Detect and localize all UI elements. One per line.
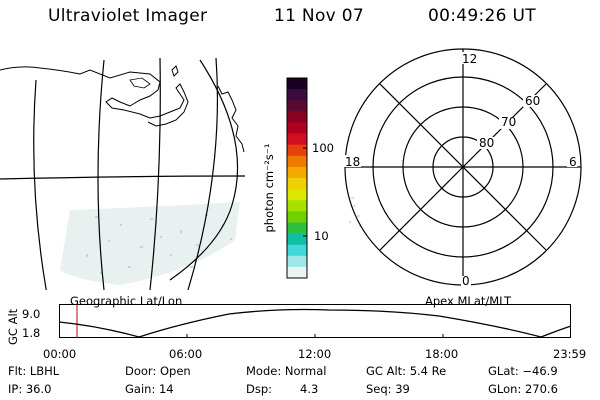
colorbar-segment <box>287 166 307 179</box>
colorbar-segment <box>287 78 307 90</box>
colorbar-segment <box>287 200 307 212</box>
colorbar-segment <box>287 189 307 201</box>
status-dsp-value: 4.3 <box>300 382 319 396</box>
status-ip: IP: 36.0 <box>8 382 52 396</box>
x-tick-1800: 18:00 <box>425 347 459 361</box>
aurora-speckles <box>86 214 232 274</box>
coastline <box>0 66 189 127</box>
aurora-emission-area <box>60 202 240 285</box>
intensity-colorbar <box>286 77 308 279</box>
lat-label-60: 60 <box>525 94 540 108</box>
colorbar-segment <box>287 244 307 257</box>
colorbar-segment <box>287 122 307 135</box>
x-tick-0000: 00:00 <box>43 347 77 361</box>
x-tick-1200: 12:00 <box>298 347 332 361</box>
geographic-map <box>0 57 245 290</box>
instrument-title: Ultraviolet Imager <box>48 6 208 26</box>
polar-plot: 12 18 6 0 60 70 80 <box>341 48 582 288</box>
status-mode: Mode: Normal <box>246 364 327 378</box>
colorbar-segment <box>287 211 307 223</box>
x-tick-2359: 23:59 <box>553 347 587 361</box>
status-seq: Seq: 39 <box>366 382 410 396</box>
colorbar-unit-label: photon cm⁻²s⁻¹ <box>262 143 276 233</box>
colorbar-segment <box>287 233 307 246</box>
colorbar-segment <box>287 255 307 268</box>
colorbar-segment <box>287 144 307 157</box>
status-door: Door: Open <box>125 364 191 378</box>
altitude-tick-high: 9.0 <box>22 307 41 321</box>
time-label: 00:49:26 UT <box>428 6 536 26</box>
coastline-island <box>171 65 179 77</box>
altitude-y-label: GC Alt <box>6 308 20 345</box>
status-flt: Flt: LBHL <box>8 364 60 378</box>
colorbar-segment <box>287 133 307 146</box>
colorbar-tick-10: 10 <box>314 229 329 243</box>
status-dsp-label: Dsp: <box>246 382 273 396</box>
mlt-label-12: 12 <box>462 52 477 66</box>
altitude-tick-low: 1.8 <box>22 326 41 340</box>
altitude-curve <box>58 308 572 338</box>
status-gc-alt: GC Alt: 5.4 Re <box>366 364 447 378</box>
lat-label-70: 70 <box>501 115 516 129</box>
colorbar-segment <box>287 100 307 112</box>
colorbar-segment <box>287 89 307 101</box>
colorbar-segment <box>287 266 307 279</box>
colorbar-segment <box>287 178 307 190</box>
colorbar-segment <box>287 111 307 123</box>
lat-label-80: 80 <box>479 136 494 150</box>
colorbar-segment <box>287 222 307 235</box>
polar-aurora <box>349 197 361 227</box>
mlt-label-0: 0 <box>462 274 470 288</box>
altitude-plot <box>58 304 572 338</box>
coastline-east <box>217 85 245 153</box>
colorbar-segment <box>287 155 307 168</box>
x-tick-0600: 06:00 <box>169 347 203 361</box>
mlt-label-6: 6 <box>569 155 577 169</box>
status-gain: Gain: 14 <box>125 382 174 396</box>
date-label: 11 Nov 07 <box>274 6 364 26</box>
mlt-label-18: 18 <box>345 155 360 169</box>
status-glon: GLon: 270.6 <box>488 382 558 396</box>
status-glat: GLat: −46.9 <box>488 364 558 378</box>
colorbar-gradient <box>287 78 307 279</box>
colorbar-tick-100: 100 <box>312 141 334 155</box>
